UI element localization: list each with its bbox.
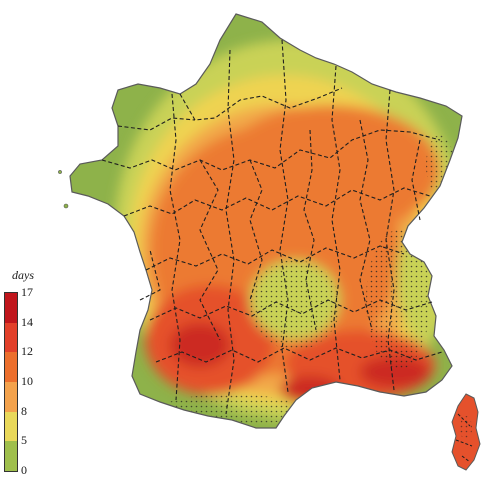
- stipple-alps: [366, 230, 430, 370]
- island-ouessant: [58, 170, 62, 174]
- france-coastline: [69, 13, 463, 429]
- legend-tick-label: 17: [21, 285, 33, 299]
- stipple-massif-central: [250, 260, 340, 350]
- legend-tick-label: 12: [21, 344, 33, 359]
- department-boundaries: [101, 39, 443, 415]
- color-legend: days 17 14 12 10 8 5 0: [4, 268, 46, 477]
- legend-swatch: [5, 411, 17, 442]
- legend-swatch: [5, 352, 17, 383]
- legend-swatch: [5, 441, 17, 472]
- legend-swatch: [5, 382, 17, 412]
- legend-tick-label: 5: [21, 433, 27, 448]
- legend-swatch: [5, 322, 17, 353]
- island-belle-ile: [63, 203, 69, 209]
- legend-tick-label: 8: [21, 403, 27, 418]
- corsica: [451, 393, 481, 471]
- legend-color-bar: [4, 292, 18, 472]
- legend-tick-label: 10: [21, 374, 33, 388]
- legend-tick-label: 0: [21, 463, 27, 477]
- legend-tick-label: 14: [21, 314, 33, 329]
- legend-swatch: [5, 293, 17, 323]
- stipple-pyrenees: [160, 394, 300, 426]
- legend-title: days: [12, 268, 34, 282]
